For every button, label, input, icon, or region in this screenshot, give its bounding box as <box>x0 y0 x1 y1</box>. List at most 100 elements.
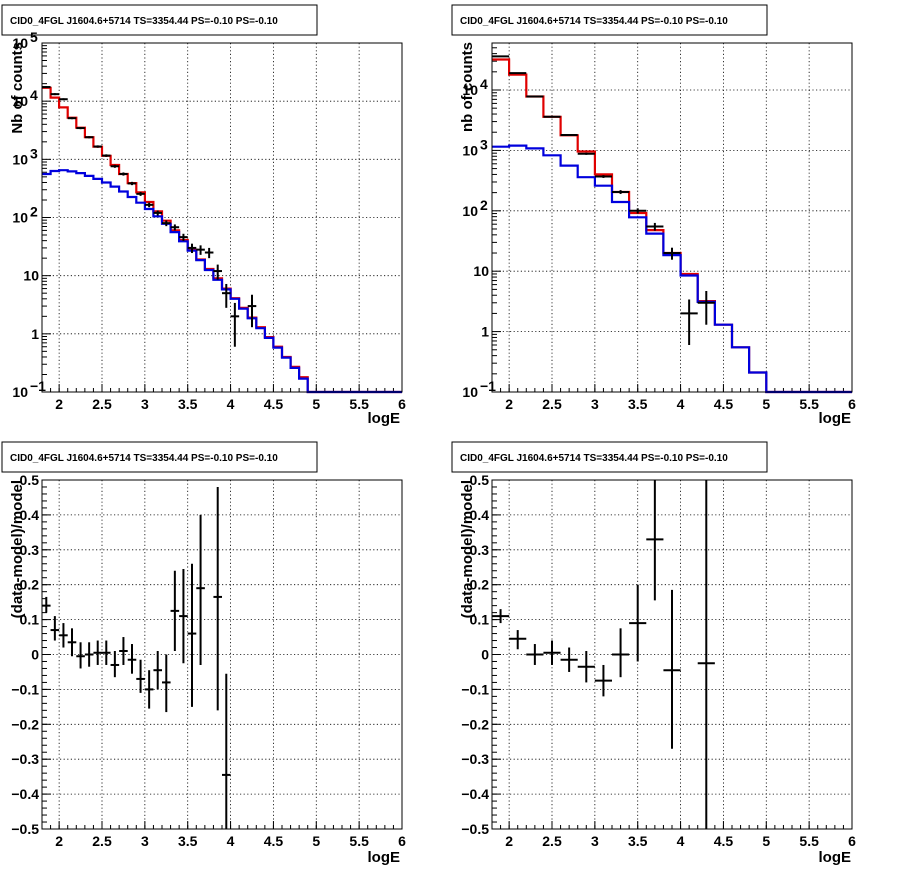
y-tick-label: 0.5 <box>470 472 490 488</box>
data-point <box>110 651 120 678</box>
y-tick-exponent: 5 <box>30 29 38 45</box>
x-tick-label: 5.5 <box>799 396 819 412</box>
data-point <box>612 190 630 194</box>
y-tick-label: −0.2 <box>11 716 39 732</box>
x-tick-label: 5 <box>762 833 770 849</box>
y-tick-label: 10 <box>462 82 478 98</box>
x-tick-label: 5 <box>312 396 320 412</box>
x-tick-label: 5 <box>762 396 770 412</box>
x-axis-label: logE <box>368 410 401 427</box>
y-tick-exponent: 2 <box>30 204 38 220</box>
x-tick-label: 3.5 <box>178 396 198 412</box>
data-point <box>67 628 77 657</box>
counts-panel-left: CID0_4FGL J1604.6+5714 TS=3354.44 PS=-0.… <box>1 4 406 427</box>
data-point <box>84 136 94 139</box>
y-tick-label: −0.1 <box>461 681 489 697</box>
counts-panel-right: CID0_4FGL J1604.6+5714 TS=3354.44 PS=-0.… <box>451 4 856 427</box>
data-point <box>144 202 154 208</box>
x-tick-label: 6 <box>848 833 856 849</box>
chart-title: CID0_4FGL J1604.6+5714 TS=3354.44 PS=-0.… <box>460 453 728 464</box>
title-box <box>1 4 318 36</box>
data-point <box>67 117 77 120</box>
data-point <box>204 247 214 259</box>
x-tick-label: 4.5 <box>714 833 734 849</box>
data-point <box>93 145 102 148</box>
y-tick-exponent: 3 <box>30 145 38 161</box>
x-tick-label: 4.5 <box>264 833 284 849</box>
data-point <box>179 568 188 664</box>
y-tick-label: 10 <box>462 203 478 219</box>
y-axis-label: Nb of counts <box>9 42 26 134</box>
data-point <box>59 98 68 101</box>
data-point <box>110 164 120 168</box>
y-tick-label: −0.1 <box>11 681 39 697</box>
data-point <box>663 589 681 749</box>
x-tick-label: 3 <box>141 833 149 849</box>
x-tick-label: 2.5 <box>92 833 112 849</box>
data-point <box>136 659 145 693</box>
x-tick-label: 3 <box>141 396 149 412</box>
plot-frame <box>41 42 403 393</box>
residual-panel-left: CID0_4FGL J1604.6+5714 TS=3354.44 PS=-0.… <box>1 441 406 866</box>
data-point <box>509 630 527 650</box>
y-tick-label: 10 <box>12 210 28 226</box>
data-point <box>187 563 197 707</box>
data-point <box>179 233 188 241</box>
data-point <box>680 299 698 345</box>
data-point <box>170 224 180 231</box>
data-point <box>612 628 630 678</box>
y-tick-exponent: 4 <box>30 87 38 103</box>
y-tick-exponent: 3 <box>480 136 488 152</box>
y-tick-label: 0.4 <box>470 507 490 523</box>
y-axis-label: (data-model)/model <box>459 480 476 618</box>
data-point <box>187 243 197 254</box>
x-axis-label: logE <box>819 849 852 866</box>
data-point <box>577 651 595 683</box>
data-point <box>560 647 578 672</box>
data-point <box>526 644 544 665</box>
data-point <box>697 291 715 325</box>
x-axis-label: logE <box>368 849 401 866</box>
x-tick-label: 4.5 <box>264 396 284 412</box>
data-point <box>84 642 94 667</box>
x-tick-label: 2 <box>505 396 513 412</box>
title-box <box>1 441 318 473</box>
y-tick-label: −0.3 <box>11 751 39 767</box>
data-point <box>76 642 85 669</box>
x-axis-label: logE <box>819 410 852 427</box>
y-tick-label: 1 <box>481 324 489 340</box>
data-point <box>629 208 647 214</box>
x-tick-label: 4.5 <box>714 396 734 412</box>
data-point <box>230 302 240 347</box>
data-point <box>170 570 180 652</box>
x-tick-label: 6 <box>398 833 406 849</box>
data-point <box>594 664 612 697</box>
plot-area: 2 2.5 3 3.5 4 4.5 5 5.5 6 −0.5 −0.4 −0.3 −0.2 −0.1 0 0.… <box>11 472 406 849</box>
model-source-histogram <box>42 169 402 394</box>
plot-frame <box>491 42 853 393</box>
x-tick-label: 2 <box>55 396 63 412</box>
data-point <box>196 245 205 255</box>
data-point <box>509 72 527 75</box>
data-point <box>102 640 111 665</box>
data-point <box>153 210 162 216</box>
data-point <box>543 115 561 118</box>
data-point <box>577 152 595 155</box>
data-point <box>222 283 231 308</box>
data-point <box>127 644 137 674</box>
y-tick-label: 1 <box>31 326 39 342</box>
x-tick-label: 3 <box>591 396 599 412</box>
data-point <box>560 133 578 136</box>
y-tick-label: 0.5 <box>20 472 40 488</box>
x-tick-label: 3.5 <box>628 833 648 849</box>
data-point <box>663 247 681 260</box>
x-tick-label: 5.5 <box>349 833 369 849</box>
data-point <box>213 486 222 711</box>
x-tick-label: 2 <box>55 833 63 849</box>
y-tick-label: 10 <box>462 142 478 158</box>
x-tick-label: 2 <box>505 833 513 849</box>
data-point <box>119 172 128 176</box>
data-point <box>646 480 664 601</box>
y-tick-label: −0.5 <box>461 821 489 837</box>
